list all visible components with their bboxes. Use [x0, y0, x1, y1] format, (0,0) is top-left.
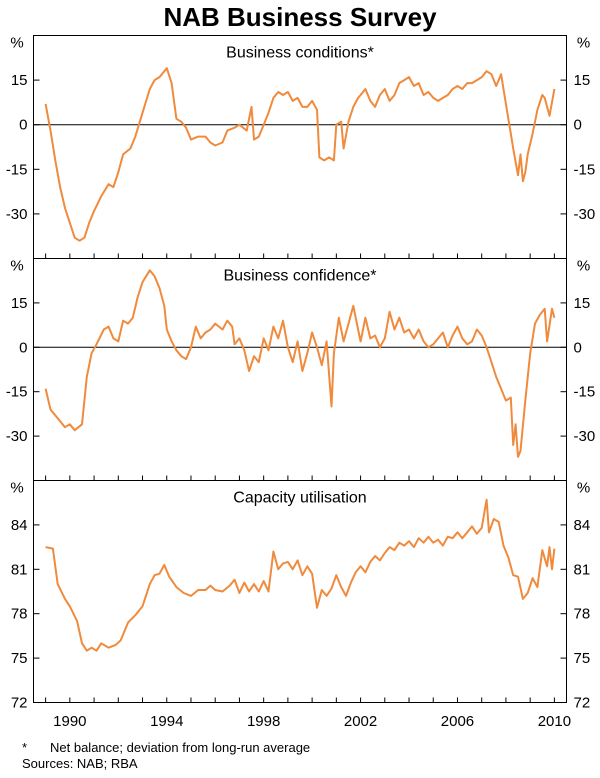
x-tick-label: 1998: [247, 713, 280, 730]
y-unit-label-left: %: [10, 35, 23, 52]
panel-2: -30 -30 -15 -15 0 0 15 15% % Business confidence*: [6, 258, 595, 481]
y-tick-label-right: 15: [574, 72, 591, 89]
y-tick-label-left: 81: [11, 561, 28, 578]
x-axis: 1990 1994 1998 2002 2006 2010: [53, 713, 571, 730]
y-tick-label-left: 72: [11, 695, 28, 712]
y-tick-label-left: -30: [6, 206, 28, 223]
y-tick-label-right: -30: [574, 206, 596, 223]
chart-panels: -30 -30 -15 -15 0 0 15 15% % Business conditions*…: [6, 35, 595, 712]
y-tick-label-right: 72: [574, 695, 591, 712]
chart-title: NAB Business Survey: [163, 2, 437, 32]
y-tick-label-right: 78: [574, 606, 591, 623]
y-tick-label-left: 0: [19, 339, 27, 356]
y-tick-label-left: 15: [11, 72, 28, 89]
y-unit-label-right: %: [577, 480, 590, 497]
y-tick-label-left: 78: [11, 606, 28, 623]
plot-frame: [33, 35, 567, 703]
y-tick-label-right: 81: [574, 561, 591, 578]
y-tick-label-right: 0: [574, 339, 582, 356]
y-tick-label-left: 84: [11, 517, 28, 534]
x-tick-label: 1994: [150, 713, 183, 730]
y-tick-label-right: 75: [574, 650, 591, 667]
x-tick-label: 2006: [441, 713, 474, 730]
y-tick-label-left: 75: [11, 650, 28, 667]
y-tick-label-left: -15: [6, 161, 28, 178]
footnote: * Net balance; deviation from long-run av…: [22, 740, 310, 772]
y-tick-label-right: -30: [574, 428, 596, 445]
y-tick-label-right: 0: [574, 117, 582, 134]
panel-title: Business conditions*: [226, 45, 374, 62]
y-unit-label-left: %: [10, 480, 23, 497]
y-tick-label-left: 15: [11, 295, 28, 312]
y-tick-label-left: -30: [6, 428, 28, 445]
sources-text: Sources: NAB; RBA: [22, 756, 138, 771]
panel-title: Business confidence*: [224, 268, 377, 285]
y-tick-label-right: 84: [574, 517, 591, 534]
series-line: [44, 67, 556, 242]
x-tick-label: 1990: [53, 713, 86, 730]
y-tick-label-left: -15: [6, 384, 28, 401]
footnote-marker: *: [22, 740, 28, 755]
x-tick-label: 2002: [344, 713, 377, 730]
y-unit-label-left: %: [10, 258, 23, 275]
series-line: [45, 498, 556, 652]
y-tick-label-left: 0: [19, 117, 27, 134]
y-unit-label-right: %: [577, 35, 590, 52]
y-tick-label-right: -15: [574, 384, 596, 401]
footnote-text: Net balance; deviation from long-run ave…: [50, 740, 311, 755]
y-tick-label-right: 15: [574, 295, 591, 312]
y-tick-label-right: -15: [574, 161, 596, 178]
panel-3: 72 72 75 75 78 78 81 81 84 84% % Capacity utilisati…: [10, 480, 590, 712]
x-tick-label: 2010: [538, 713, 571, 730]
panel-title: Capacity utilisation: [233, 490, 366, 507]
series-line: [44, 269, 556, 458]
panel-1: -30 -30 -15 -15 0 0 15 15% % Business conditions*: [6, 35, 595, 259]
y-unit-label-right: %: [577, 258, 590, 275]
